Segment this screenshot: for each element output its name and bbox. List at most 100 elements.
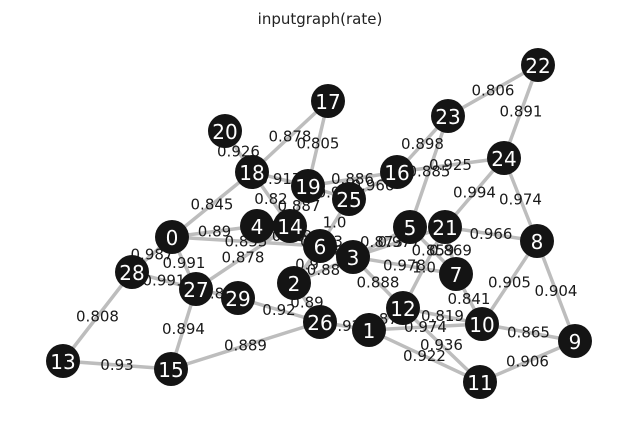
- node-circle-13: [46, 344, 80, 378]
- node-10: 10: [465, 307, 499, 341]
- node-circle-9: [558, 324, 592, 358]
- node-circle-19: [291, 169, 325, 203]
- node-label-26: 26: [307, 311, 332, 335]
- graph-title: inputgraph(rate): [258, 10, 383, 28]
- edge-label-8-21: 0.966: [470, 225, 513, 243]
- node-label-21: 21: [432, 216, 457, 240]
- edge-label-24-8: 0.974: [499, 191, 542, 209]
- node-label-24: 24: [491, 147, 516, 171]
- node-26: 26: [303, 305, 337, 339]
- node-circle-16: [380, 155, 414, 189]
- edge-label-11-1: 0.922: [403, 347, 446, 365]
- node-circle-17: [311, 84, 345, 118]
- node-20: 20: [208, 114, 242, 148]
- node-circle-1: [352, 313, 386, 347]
- node-15: 15: [154, 352, 188, 386]
- edge-label-18-19: 0.917: [259, 170, 302, 188]
- node-circle-22: [521, 48, 555, 82]
- node-label-6: 6: [314, 235, 327, 259]
- node-label-1: 1: [363, 319, 376, 343]
- node-label-5: 5: [404, 216, 417, 240]
- edge-label-25-6: 1.0: [323, 214, 347, 232]
- node-circle-29: [221, 281, 255, 315]
- node-4: 4: [240, 209, 274, 243]
- node-5: 5: [393, 210, 427, 244]
- node-6: 6: [303, 229, 337, 263]
- edge-27-14: [194, 224, 292, 291]
- node-0: 0: [155, 220, 189, 254]
- edge-28-13: [61, 270, 134, 363]
- edge-label-5-7: 0.859: [412, 242, 455, 260]
- edge-label-8-10: 0.905: [488, 274, 531, 292]
- edge-label-23-16: 0.898: [401, 135, 444, 153]
- edge-label-9-10: 0.865: [507, 324, 550, 342]
- node-circle-8: [520, 224, 554, 258]
- edge-label-24-16: 0.925: [429, 156, 472, 174]
- edge-label-18-14: 0.82: [254, 190, 287, 208]
- node-label-18: 18: [239, 161, 264, 185]
- edge-label-22-23: 0.806: [472, 82, 515, 100]
- node-13: 13: [46, 344, 80, 378]
- node-label-15: 15: [158, 358, 183, 382]
- node-circle-27: [179, 272, 213, 306]
- edge-label-17-18: 0.878: [269, 128, 312, 146]
- node-14: 14: [273, 209, 307, 243]
- node-3: 3: [336, 240, 370, 274]
- edge-label-27-14: 0.878: [222, 249, 265, 267]
- node-circle-3: [336, 240, 370, 274]
- edge-label-9-11: 0.906: [506, 353, 549, 371]
- node-circle-18: [235, 155, 269, 189]
- node-21: 21: [428, 210, 462, 244]
- edge-label-22-24: 0.891: [500, 103, 543, 121]
- edge-label-15-27: 0.894: [162, 320, 205, 338]
- edge-label-0-27: 0.991: [163, 254, 206, 272]
- node-11: 11: [463, 365, 497, 399]
- node-label-22: 22: [525, 54, 550, 78]
- node-label-20: 20: [212, 120, 237, 144]
- edge-17-18: [250, 99, 330, 174]
- node-circle-24: [487, 141, 521, 175]
- node-12: 12: [386, 291, 420, 325]
- edge-13-15: [61, 359, 173, 371]
- node-29: 29: [221, 281, 255, 315]
- edge-label-3-12: 0.888: [357, 274, 400, 292]
- node-label-3: 3: [347, 246, 360, 270]
- node-1: 1: [352, 313, 386, 347]
- node-circle-2: [277, 266, 311, 300]
- edge-label-10-7: 0.841: [448, 290, 491, 308]
- edge-22-23: [446, 63, 540, 118]
- edge-label-24-21: 0.994: [453, 184, 496, 202]
- edge-10-1: [367, 322, 484, 332]
- node-circle-5: [393, 210, 427, 244]
- node-circle-20: [208, 114, 242, 148]
- node-24: 24: [487, 141, 521, 175]
- edge-11-12: [401, 306, 482, 384]
- node-label-27: 27: [183, 278, 208, 302]
- node-circle-14: [273, 209, 307, 243]
- node-18: 18: [235, 155, 269, 189]
- edge-label-21-12: 1.0: [412, 259, 436, 277]
- edge-label-3-7: 0.978: [383, 257, 426, 275]
- node-label-17: 17: [315, 90, 340, 114]
- edge-11-1: [367, 328, 482, 384]
- node-7: 7: [439, 257, 473, 291]
- node-circle-12: [386, 291, 420, 325]
- edge-3-7: [351, 255, 458, 276]
- edge-label-23-5: 0.885: [408, 163, 451, 181]
- node-16: 16: [380, 155, 414, 189]
- edge-23-5: [408, 114, 450, 229]
- node-label-0: 0: [166, 226, 179, 250]
- node-circle-4: [240, 209, 274, 243]
- edge-label-15-26: 0.889: [224, 337, 267, 355]
- edge-label-28-27: 0.991: [143, 272, 186, 290]
- node-circle-0: [155, 220, 189, 254]
- node-22: 22: [521, 48, 555, 82]
- node-label-16: 16: [384, 161, 409, 185]
- edge-label-11-12: 0.936: [420, 336, 463, 354]
- node-circle-23: [431, 99, 465, 133]
- edge-9-11: [478, 339, 577, 384]
- edge-label-10-12: 0.819: [421, 307, 464, 325]
- node-circle-21: [428, 210, 462, 244]
